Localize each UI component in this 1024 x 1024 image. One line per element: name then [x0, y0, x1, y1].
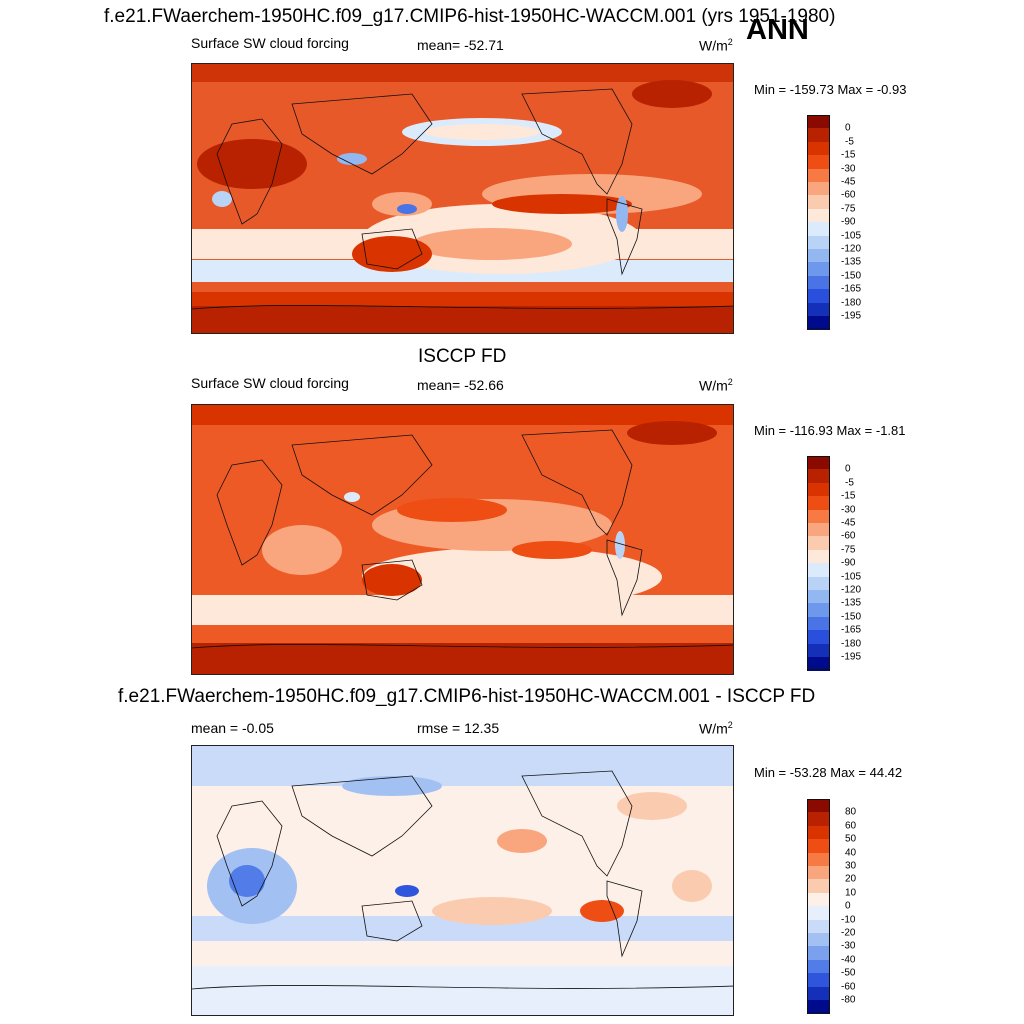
colorbar-frame: [807, 456, 830, 671]
colorbar-tick-label: 0: [845, 900, 851, 912]
season-label: ANN: [746, 14, 809, 46]
model-map: [191, 63, 734, 334]
colorbar-tick-label: -165: [841, 283, 862, 295]
panel3-rmse-label: rmse = 12.35: [417, 720, 500, 736]
colorbar-tick-label: -45: [841, 517, 856, 529]
colorbar-frame: [807, 799, 830, 1014]
colorbar-tick-label: -165: [841, 624, 862, 636]
model-map-field: [192, 64, 733, 333]
colorbar-tick-label: -135: [841, 256, 862, 268]
colorbar-tick-label: -135: [841, 597, 862, 609]
panel1-units: W/m2: [699, 37, 733, 54]
colorbar-tick-label: -30: [841, 940, 856, 952]
colorbar-tick-label: 40: [845, 847, 857, 859]
colorbar-tick-label: -20: [841, 927, 856, 939]
colorbar-tick-label: -60: [841, 530, 856, 542]
colorbar-tick-label: -180: [841, 638, 862, 650]
colorbar-tick-label: -30: [841, 504, 856, 516]
colorbar-tick-label: 60: [845, 820, 857, 832]
obs-map: [191, 404, 734, 675]
model-colorbar: 0 -5 -15 -30 -45 -60 -75 -90 -105 -120 -135 -150 -16…: [807, 115, 861, 330]
panel1-minmax-label: Min = -159.73 Max = -0.93: [754, 82, 907, 97]
panel2-title: ISCCP FD: [418, 346, 507, 367]
colorbar-tick-label: 10: [845, 887, 857, 899]
colorbar-tick-label: -5: [845, 477, 854, 489]
panel3-minmax-label: Min = -53.28 Max = 44.42: [754, 765, 903, 780]
colorbar-tick-label: 80: [845, 806, 857, 818]
colorbar-tick-label: -195: [841, 310, 862, 322]
colorbar-tick-label: -80: [841, 994, 856, 1006]
obs-map-field: [192, 405, 733, 674]
colorbar-frame: [807, 115, 830, 330]
colorbar-tick-label: -60: [841, 189, 856, 201]
colorbar-tick-label: -180: [841, 297, 862, 309]
colorbar-tick-label: -90: [841, 216, 856, 228]
colorbar-tick-label: 50: [845, 833, 857, 845]
diff-colorbar: 80 60 50 40 30 20 10 0 -10 -20 -30 -40 -50 -60 -80: [807, 799, 856, 1014]
colorbar-tick-label: -75: [841, 544, 856, 556]
colorbar-tick-label: -90: [841, 557, 856, 569]
colorbar-tick-label: -40: [841, 954, 856, 966]
colorbar-tick-label: -30: [841, 163, 856, 175]
colorbar-tick-label: -120: [841, 584, 862, 596]
colorbar-tick-label: -105: [841, 571, 862, 583]
colorbar-tick-label: 20: [845, 873, 857, 885]
colorbar-tick-label: -15: [841, 490, 856, 502]
colorbar-tick-label: -10: [841, 914, 856, 926]
panel1-variable-label: Surface SW cloud forcing: [191, 35, 349, 51]
panel2-units: W/m2: [699, 377, 733, 394]
panel2-variable-label: Surface SW cloud forcing: [191, 375, 349, 391]
diff-map-field: [192, 746, 733, 1015]
panel2-minmax-label: Min = -116.93 Max = -1.81: [754, 423, 906, 438]
panel1-mean-label: mean= -52.71: [417, 37, 504, 53]
colorbar-tick-label: -50: [841, 967, 856, 979]
colorbar-tick-label: -45: [841, 176, 856, 188]
colorbar-tick-label: -150: [841, 270, 862, 282]
colorbar-tick-label: 0: [845, 122, 851, 134]
colorbar-tick-label: -60: [841, 981, 856, 993]
obs-colorbar: 0 -5 -15 -30 -45 -60 -75 -90 -105 -120 -135 -150 -16…: [807, 456, 861, 671]
figure-title: f.e21.FWaerchem-1950HC.f09_g17.CMIP6-his…: [104, 6, 836, 27]
colorbar-tick-label: -5: [845, 136, 854, 148]
colorbar-tick-label: -120: [841, 243, 862, 255]
colorbar-tick-label: -105: [841, 230, 862, 242]
colorbar-tick-label: 30: [845, 860, 857, 872]
colorbar-tick-label: -195: [841, 651, 862, 663]
panel3-units: W/m2: [699, 720, 733, 737]
panel3-title: f.e21.FWaerchem-1950HC.f09_g17.CMIP6-his…: [118, 686, 816, 707]
panel3-mean-label: mean = -0.05: [191, 720, 274, 736]
colorbar-tick-label: 0: [845, 463, 851, 475]
colorbar-tick-label: -75: [841, 203, 856, 215]
panel2-mean-label: mean= -52.66: [417, 377, 504, 393]
colorbar-tick-label: -15: [841, 149, 856, 161]
diff-map: [191, 745, 734, 1016]
colorbar-tick-label: -150: [841, 611, 862, 623]
